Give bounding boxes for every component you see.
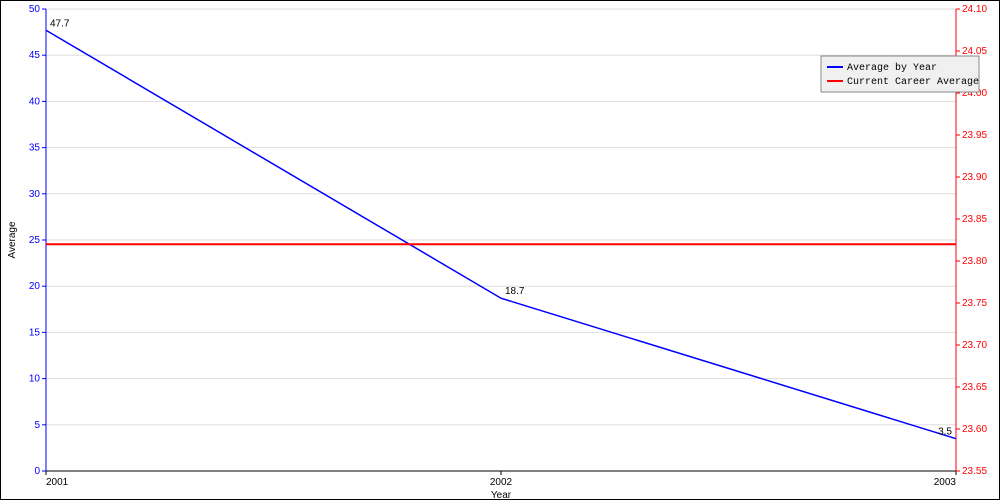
legend-label: Average by Year [847,62,937,74]
data-point-label: 3.5 [938,427,952,438]
y-right-tick-label: 23.65 [962,382,987,393]
y-right-tick-label: 23.70 [962,340,987,351]
y-left-tick-label: 10 [29,374,41,385]
legend-label: Current Career Average [847,77,979,88]
x-tick-label: 2002 [490,477,513,488]
data-point-label: 47.7 [50,18,70,29]
y-left-tick-label: 15 [29,327,41,338]
y-right-tick-label: 23.85 [962,214,987,225]
chart-svg: 2001 2002 2003 Year 0 5 10 15 20 25 30 35 40 45 50 Aver… [1,1,1000,501]
y-axis-left-label: Average [7,221,18,259]
y-right-tick-label: 23.90 [962,172,987,183]
y-left-tick-label: 50 [29,4,41,15]
y-right-tick-label: 24.10 [962,4,987,15]
y-right-tick-label: 23.75 [962,298,987,309]
y-right-tick-label: 23.60 [962,424,987,435]
y-right-tick-label: 23.95 [962,130,987,141]
y-left-tick-label: 30 [29,189,41,200]
x-tick-label: 2003 [934,477,957,488]
y-left-tick-label: 5 [34,420,40,431]
series-line-0 [46,30,956,438]
y-left-tick-label: 45 [29,50,41,61]
y-left-tick-label: 20 [29,281,41,292]
x-axis-label: Year [491,490,512,501]
y-right-tick-label: 23.80 [962,256,987,267]
chart-container: 2001 2002 2003 Year 0 5 10 15 20 25 30 35 40 45 50 Aver… [0,0,1000,500]
y-left-tick-label: 35 [29,143,41,154]
y-right-tick-label: 23.55 [962,466,987,477]
y-left-tick-label: 25 [29,235,41,246]
data-point-label: 18.7 [505,286,525,297]
y-right-tick-label: 24.05 [962,46,987,57]
y-left-tick-label: 0 [34,466,40,477]
x-tick-label: 2001 [46,477,69,488]
y-left-tick-label: 40 [29,96,41,107]
